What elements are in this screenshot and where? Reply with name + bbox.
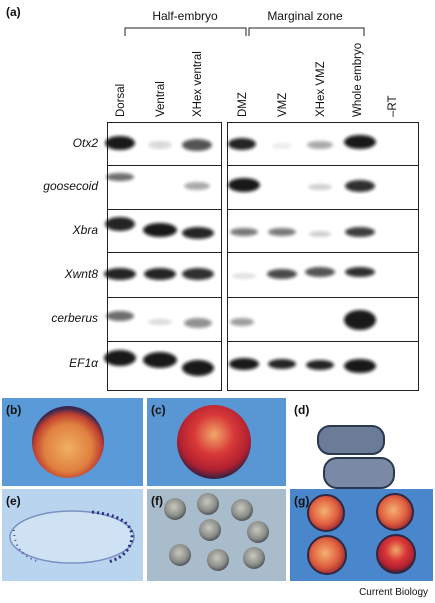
band [305, 267, 335, 277]
band [182, 268, 214, 280]
panel-label: (a) [6, 5, 21, 19]
band [272, 143, 292, 149]
band [184, 182, 210, 190]
lane-label: Ventral [155, 81, 167, 117]
band [106, 311, 134, 321]
shape [243, 547, 265, 569]
band [148, 319, 172, 325]
panel-label: (g) [294, 494, 309, 508]
panel-label: (c) [151, 403, 166, 417]
bracket [248, 27, 365, 36]
panel-label: (d) [294, 403, 309, 417]
shape [91, 510, 134, 564]
photo-g [290, 489, 433, 581]
gene-label: Xbra [72, 223, 99, 237]
group-label: Marginal zone [267, 9, 343, 23]
band [345, 227, 375, 237]
shape [207, 549, 229, 571]
panel-label: (e) [6, 494, 21, 508]
photo-e [2, 489, 143, 581]
gene-label: goosecoid [43, 179, 98, 193]
band [182, 360, 214, 376]
gel-frame [107, 122, 419, 391]
band [306, 360, 334, 370]
shape [164, 498, 186, 520]
shape [317, 425, 385, 455]
band [182, 139, 212, 151]
shape [307, 535, 347, 575]
lane-label: XHex ventral [192, 51, 204, 117]
gene-label: cerberus [51, 311, 98, 325]
band [105, 136, 135, 150]
band [344, 310, 376, 330]
band [184, 318, 212, 328]
shape [228, 165, 419, 342]
shape [197, 493, 219, 515]
band [104, 268, 136, 280]
band [106, 173, 134, 181]
band [143, 352, 177, 368]
group-label: Half-embryo [152, 9, 218, 23]
gene-label: Otx2 [73, 136, 99, 150]
lane-label: Dorsal [115, 84, 127, 117]
panel-label: (b) [6, 403, 21, 417]
lane-label: VMZ [277, 93, 289, 117]
shape [227, 122, 419, 391]
shape [177, 405, 251, 479]
band [268, 359, 296, 369]
shape [107, 122, 222, 391]
band [267, 269, 297, 279]
shape [199, 519, 221, 541]
shape [231, 499, 253, 521]
journal-credit: Current Biology [359, 587, 428, 598]
photo-c [147, 398, 286, 486]
shape [323, 457, 395, 489]
band [345, 267, 375, 277]
band [308, 184, 332, 190]
band [105, 217, 135, 231]
band [182, 227, 214, 239]
lane-label: –RT [387, 95, 399, 117]
panel-label: (f) [151, 494, 163, 508]
lane-label: DMZ [237, 92, 249, 117]
band [232, 273, 256, 279]
band [344, 359, 376, 373]
shape [169, 544, 191, 566]
shape [13, 529, 41, 563]
band [309, 231, 331, 237]
band [268, 228, 296, 236]
photo-b [2, 398, 143, 486]
photo-d [290, 398, 433, 489]
gel-bands [104, 135, 376, 376]
band [228, 138, 256, 150]
shape [307, 494, 345, 532]
shape [376, 493, 414, 531]
photo-f [147, 489, 286, 581]
shape [108, 165, 222, 342]
band [148, 141, 172, 149]
band [307, 141, 333, 149]
band [144, 268, 176, 280]
shape [32, 406, 104, 478]
band [228, 178, 260, 192]
shape [376, 534, 416, 574]
band [143, 223, 177, 237]
band [345, 180, 375, 192]
lane-label: XHex VMZ [315, 61, 327, 117]
gene-label: Xwnt8 [64, 267, 99, 281]
lane-label: Whole embryo [352, 43, 364, 117]
gene-label: EF1α [69, 356, 99, 370]
shape [247, 521, 269, 543]
band [230, 228, 258, 236]
band [104, 350, 136, 366]
band [344, 135, 376, 149]
band [230, 318, 254, 326]
band [229, 358, 259, 370]
shape [9, 510, 135, 564]
bracket [124, 27, 247, 36]
